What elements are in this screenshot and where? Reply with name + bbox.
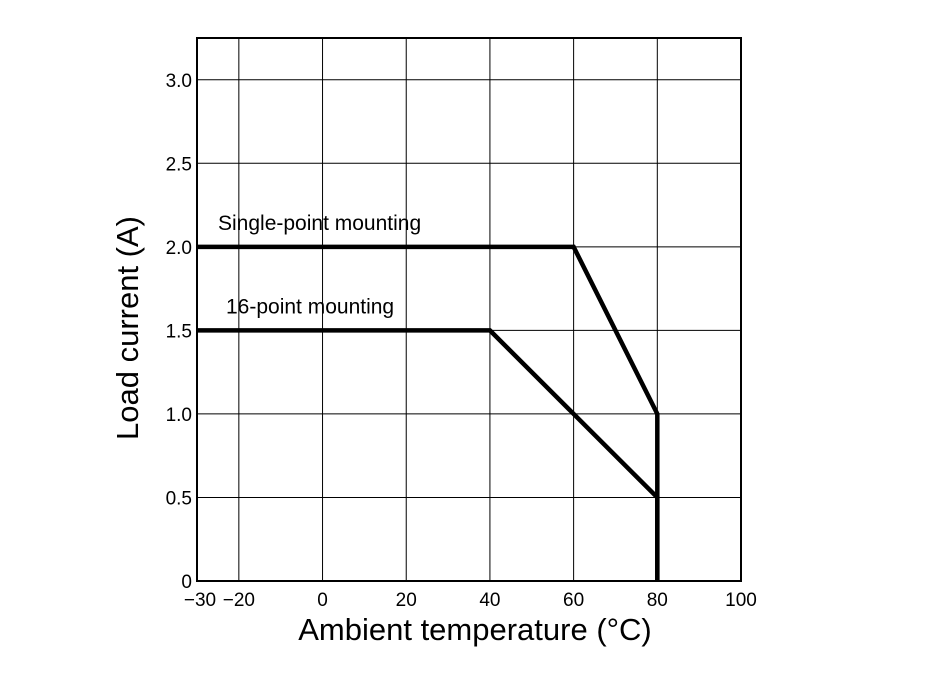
- x-tick-label: 40: [479, 590, 500, 611]
- x-tick-label: 0: [317, 590, 328, 611]
- y-tick-label: 1.5: [166, 321, 192, 342]
- x-tick-label: 100: [725, 590, 757, 611]
- x-axis-label: Ambient temperature (°C): [298, 612, 652, 647]
- x-tick-labels: −30 −20 0 20 40 60 80 100: [184, 590, 757, 611]
- x-tick-label: 80: [647, 590, 668, 611]
- x-tick-label: −30: [184, 590, 216, 611]
- y-tick-label: 2.5: [166, 154, 192, 175]
- y-axis-label: Load current (A): [110, 216, 145, 440]
- x-tick-label: 60: [563, 590, 584, 611]
- x-tick-label: 20: [396, 590, 417, 611]
- label-16-point-mounting: 16-point mounting: [226, 295, 394, 318]
- y-tick-labels: 0 0.5 1.0 1.5 2.0 2.5 3.0: [166, 71, 192, 593]
- y-tick-label: 0: [181, 572, 192, 593]
- y-tick-label: 3.0: [166, 71, 192, 92]
- series-lines: [197, 244, 660, 581]
- y-tick-label: 2.0: [166, 238, 192, 259]
- y-tick-label: 0.5: [166, 488, 192, 509]
- label-single-point-mounting: Single-point mounting: [218, 212, 421, 235]
- y-tick-label: 1.0: [166, 405, 192, 426]
- plot-frame: [196, 37, 742, 582]
- series-labels: Single-point mounting 16-point mounting: [218, 212, 421, 319]
- series-line-16-point: [197, 328, 660, 581]
- x-tick-label: −20: [223, 590, 255, 611]
